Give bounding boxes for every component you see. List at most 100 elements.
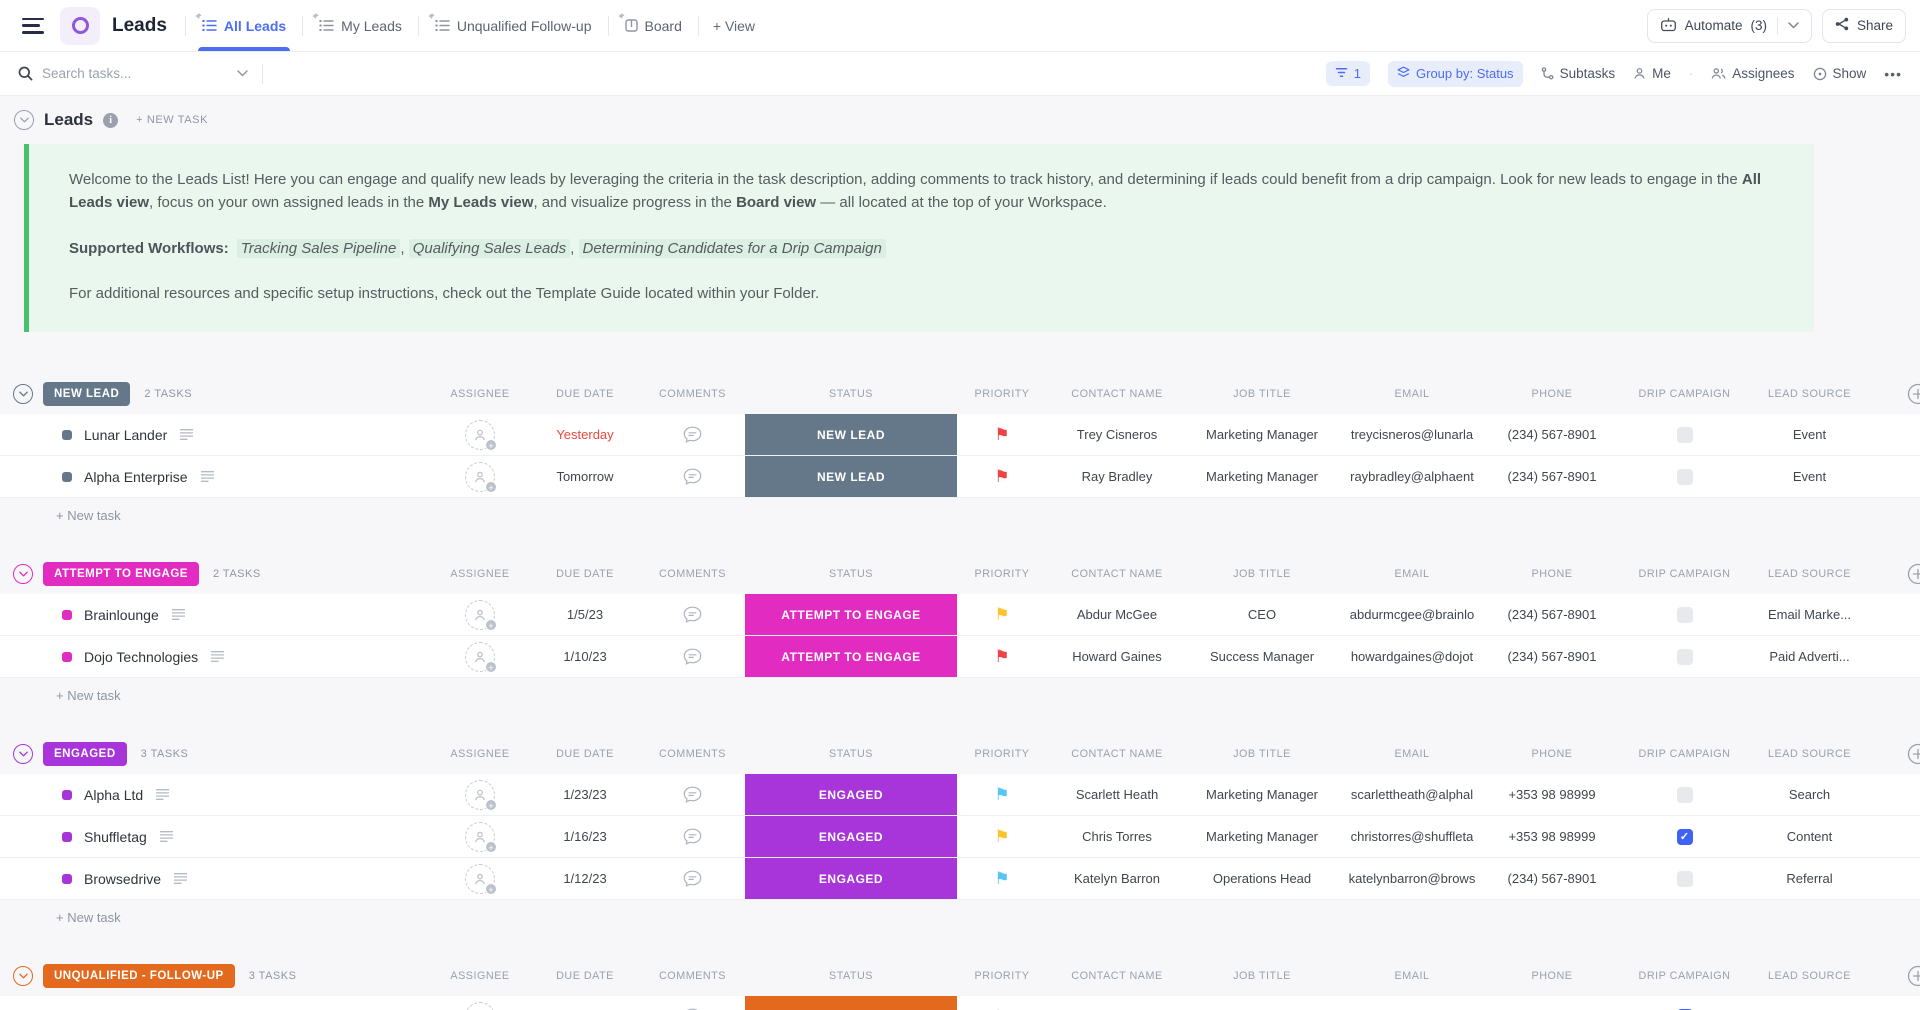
comment-button[interactable] [640, 636, 745, 677]
share-button[interactable]: Share [1821, 8, 1906, 43]
status-cell[interactable]: ATTEMPT TO ENGAGE [745, 636, 957, 678]
lead-source-cell[interactable]: Referral [1752, 996, 1867, 1010]
assignee-add-button[interactable]: + [465, 419, 497, 451]
drip-campaign-checkbox[interactable]: ✓ [1676, 828, 1693, 845]
comment-button[interactable] [640, 774, 745, 815]
assignee-add-button[interactable]: + [465, 1001, 495, 1010]
contact-name-cell[interactable]: Katelyn Barron [1074, 871, 1160, 887]
task-status-square[interactable] [62, 609, 72, 620]
comment-button[interactable] [640, 816, 745, 857]
status-cell[interactable]: ENGAGED [745, 858, 957, 900]
column-header-due-date[interactable]: DUE DATE [556, 748, 614, 761]
assignee-add-button[interactable]: + [465, 821, 497, 853]
task-name[interactable]: Red Pepper Technologies [84, 1009, 244, 1010]
task-name[interactable]: Lunar Lander [84, 426, 168, 443]
drip-campaign-checkbox[interactable] [1676, 648, 1693, 665]
contact-name-cell[interactable]: Chris Torres [1082, 829, 1152, 845]
show-button[interactable]: Show [1813, 66, 1866, 81]
list-collapse-chevron[interactable] [14, 110, 34, 130]
group-collapse-chevron[interactable] [13, 564, 33, 585]
job-title-cell[interactable]: Marketing Manager [1206, 469, 1318, 485]
column-header-drip-campaign[interactable]: DRIP CAMPAIGN [1638, 748, 1731, 761]
column-header-phone[interactable]: PHONE [1531, 970, 1573, 983]
column-header-lead-source[interactable]: LEAD SOURCE [1768, 970, 1851, 983]
column-header-email[interactable]: EMAIL [1394, 388, 1430, 401]
group-status-pill[interactable]: NEW LEAD [43, 382, 131, 407]
priority-flag-icon[interactable]: ⚑ [994, 827, 1010, 847]
lead-source-cell[interactable]: Email Marke... [1767, 607, 1852, 623]
status-cell[interactable]: ATTEMPT TO ENGAGE [745, 594, 957, 636]
add-column-button[interactable] [1867, 743, 1920, 765]
task-name[interactable]: Alpha Ltd [84, 786, 144, 803]
column-header-priority[interactable]: PRIORITY [974, 748, 1030, 761]
tab-my-leads[interactable]: My Leads [303, 0, 418, 51]
new-task-button[interactable]: + New task [56, 507, 121, 523]
column-header-drip-campaign[interactable]: DRIP CAMPAIGN [1638, 388, 1731, 401]
assignee-add-button[interactable]: + [465, 461, 497, 493]
column-header-assignee[interactable]: ASSIGNEE [450, 388, 510, 401]
email-cell[interactable]: treycisneros@lunarla [1350, 427, 1474, 443]
new-task-button[interactable]: + New task [56, 687, 121, 703]
task-name[interactable]: Alpha Enterprise [84, 468, 188, 485]
due-date-cell[interactable]: 1/16/23 [563, 829, 607, 845]
phone-cell[interactable]: (234) 567-8901 [1507, 871, 1597, 887]
task-name[interactable]: Browsedrive [84, 870, 162, 887]
contact-name-cell[interactable]: Kenneth Petty [1047, 996, 1187, 1010]
group-status-pill[interactable]: UNQUALIFIED - FOLLOW-UP [43, 964, 235, 989]
column-header-assignee[interactable]: ASSIGNEE [450, 568, 510, 581]
priority-flag-icon[interactable]: ⚑ [994, 785, 1010, 805]
column-header-job-title[interactable]: JOB TITLE [1233, 568, 1291, 581]
column-header-phone[interactable]: PHONE [1531, 568, 1573, 581]
priority-flag-icon[interactable]: ⚑ [994, 467, 1010, 487]
me-button[interactable]: Me [1633, 66, 1671, 81]
column-header-job-title[interactable]: JOB TITLE [1233, 748, 1291, 761]
tab-unqualified-follow-up[interactable]: Unqualified Follow-up [419, 0, 608, 51]
task-status-square[interactable] [62, 651, 72, 662]
column-header-status[interactable]: STATUS [829, 748, 873, 761]
tab-board[interactable]: Board [609, 0, 698, 51]
phone-cell[interactable]: +353 98 98999 [1508, 829, 1596, 845]
due-date-cell[interactable]: 1/10/23 [563, 649, 607, 665]
status-cell[interactable]: UNQUALIFIED - FOLLOW-UP [745, 996, 957, 1010]
column-header-comments[interactable]: COMMENTS [659, 748, 726, 761]
description-icon[interactable] [210, 650, 225, 663]
phone-cell[interactable]: (234) 567-8901 [1487, 996, 1617, 1010]
comment-button[interactable] [640, 456, 745, 497]
column-header-job-title[interactable]: JOB TITLE [1233, 388, 1291, 401]
priority-flag-icon[interactable]: ⚑ [994, 869, 1010, 889]
column-header-comments[interactable]: COMMENTS [659, 568, 726, 581]
contact-name-cell[interactable]: Ray Bradley [1081, 469, 1153, 485]
status-cell[interactable]: ENGAGED [745, 774, 957, 816]
lead-source-cell[interactable]: Event [1792, 469, 1827, 485]
job-title-cell[interactable]: Marketing Manager [1206, 427, 1318, 443]
menu-icon[interactable] [22, 17, 44, 34]
description-icon[interactable] [171, 608, 186, 621]
group-collapse-chevron[interactable] [13, 384, 33, 405]
drip-campaign-checkbox[interactable] [1676, 606, 1693, 623]
phone-cell[interactable]: +353 98 98999 [1508, 787, 1596, 803]
task-name[interactable]: Shuffletag [84, 828, 147, 845]
column-header-contact-name[interactable]: CONTACT NAME [1071, 970, 1163, 983]
lead-source-cell[interactable]: Referral [1786, 871, 1833, 887]
email-cell[interactable]: abdurmcgee@brainlo [1349, 607, 1475, 623]
status-cell[interactable]: ENGAGED [745, 816, 957, 858]
column-header-contact-name[interactable]: CONTACT NAME [1071, 748, 1163, 761]
group-collapse-chevron[interactable] [13, 744, 33, 765]
job-title-cell[interactable]: Success Manager [1209, 649, 1315, 665]
comment-button[interactable] [640, 414, 745, 455]
job-title-cell[interactable]: Marketing Manager [1206, 829, 1318, 845]
task-status-square[interactable] [62, 429, 72, 440]
lead-source-cell[interactable]: Search [1788, 787, 1831, 803]
column-header-email[interactable]: EMAIL [1394, 748, 1430, 761]
email-cell[interactable]: howardgaines@dojot [1350, 649, 1474, 665]
phone-cell[interactable]: (234) 567-8901 [1507, 469, 1597, 485]
column-header-assignee[interactable]: ASSIGNEE [450, 970, 510, 983]
assignees-button[interactable]: Assignees [1711, 66, 1795, 81]
new-task-header-button[interactable]: + NEW TASK [136, 114, 209, 126]
due-date-cell[interactable]: Yesterday [556, 427, 614, 443]
tab-all-leads[interactable]: All Leads [186, 0, 302, 51]
contact-name-cell[interactable]: Scarlett Heath [1075, 787, 1159, 803]
due-date-cell[interactable]: 1/12/23 [563, 871, 607, 887]
subtasks-button[interactable]: Subtasks [1541, 66, 1615, 81]
column-header-lead-source[interactable]: LEAD SOURCE [1768, 568, 1851, 581]
